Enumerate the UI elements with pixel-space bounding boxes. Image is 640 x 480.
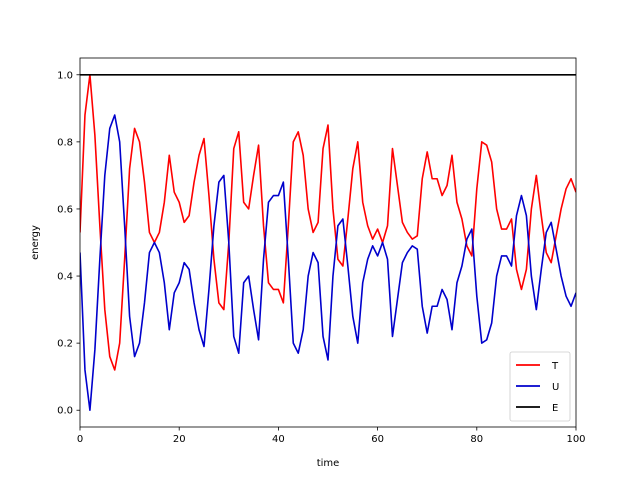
- y-tick-label: 1.0: [57, 70, 73, 81]
- x-axis-label: time: [317, 458, 340, 469]
- plot-frame: [79, 57, 577, 428]
- series-line-U: [80, 114, 576, 412]
- x-axis-ticks: 0 20 40 60 80 100: [77, 427, 586, 445]
- y-tick-label: 0.4: [57, 272, 73, 283]
- legend-label-E: E: [552, 403, 558, 414]
- y-axis-ticks: 0.0 0.2 0.4 0.6 0.8 1.0: [57, 70, 80, 417]
- y-tick-label: 0.6: [57, 204, 73, 215]
- x-tick-label: 40: [272, 434, 285, 445]
- x-tick-label: 20: [173, 434, 186, 445]
- x-tick-label: 80: [470, 434, 483, 445]
- x-tick-label: 100: [566, 434, 585, 445]
- y-tick-label: 0.2: [57, 339, 73, 350]
- legend-label-U: U: [552, 382, 559, 393]
- x-tick-label: 60: [371, 434, 384, 445]
- legend: TUE: [509, 351, 571, 422]
- y-tick-label: 0.0: [57, 406, 73, 417]
- series-layer: [80, 73, 576, 412]
- series-line-T: [80, 73, 576, 371]
- y-axis-label: energy: [30, 225, 41, 260]
- x-tick-label: 0: [77, 434, 83, 445]
- legend-label-T: T: [551, 361, 559, 372]
- y-tick-label: 0.8: [57, 137, 73, 148]
